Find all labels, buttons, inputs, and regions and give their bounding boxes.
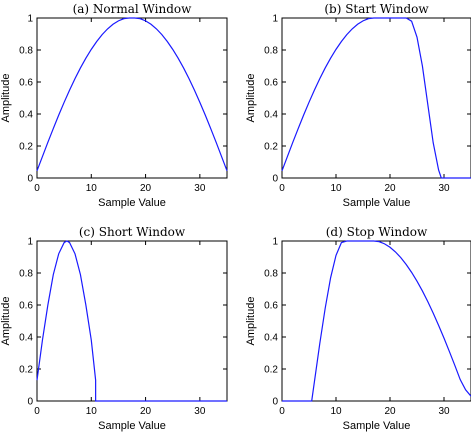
- y-tick-label: 0.6: [19, 78, 33, 89]
- y-axis-label: Amplitude: [245, 74, 257, 123]
- chart-title: (a) Normal Window: [73, 2, 193, 16]
- x-tick-label: 10: [86, 183, 98, 194]
- series-line: [282, 240, 471, 402]
- y-tick-label: 0.4: [19, 333, 33, 344]
- y-tick-label: 1: [27, 14, 33, 25]
- chart-title: (b) Start Window: [324, 2, 429, 16]
- y-tick-label: 0.8: [264, 269, 278, 280]
- y-tick-label: 0: [27, 397, 33, 408]
- x-tick-label: 0: [34, 406, 40, 417]
- x-tick-label: 10: [330, 406, 342, 417]
- y-tick-label: 1: [272, 237, 278, 248]
- y-tick-label: 0.4: [19, 110, 33, 121]
- x-axis-label: Sample Value: [343, 420, 411, 432]
- y-tick-label: 0.6: [264, 78, 278, 89]
- y-tick-label: 0.4: [264, 110, 278, 121]
- y-tick-label: 0.6: [19, 301, 33, 312]
- y-tick-label: 1: [27, 237, 33, 248]
- y-tick-label: 0: [27, 174, 33, 185]
- y-tick-label: 1: [272, 14, 278, 25]
- x-tick-label: 30: [194, 183, 206, 194]
- y-tick-label: 0.2: [19, 365, 33, 376]
- y-tick-label: 0.8: [264, 46, 278, 57]
- y-tick-label: 0.2: [264, 142, 278, 153]
- x-tick-label: 0: [279, 183, 285, 194]
- y-tick-label: 0: [272, 174, 278, 185]
- x-axis-label: Sample Value: [98, 197, 166, 209]
- y-axis-label: Amplitude: [0, 297, 12, 346]
- y-tick-label: 0.8: [19, 269, 33, 280]
- x-tick-label: 0: [34, 183, 40, 194]
- plot-area-frame: [281, 240, 471, 402]
- chart-panel-1: (a) Normal Window 0 10 20 30 0 0.2 0.4 0.6 0.8 1 Sa…: [0, 2, 228, 209]
- chart-title: (c) Short Window: [79, 225, 186, 239]
- chart-panel-3: (c) Short Window 0 10 20 30 0 0.2 0.4 0.6 0.8 1 Sam…: [0, 225, 228, 432]
- x-tick-label: 10: [86, 406, 98, 417]
- y-axis-label: Amplitude: [0, 74, 12, 123]
- x-axis-label: Sample Value: [98, 420, 166, 432]
- x-tick-label: 30: [438, 406, 450, 417]
- chart-panel-2: (b) Start Window 0 10 20 30 0 0.2 0.4 0.6 0.8 1 Sam…: [245, 2, 471, 209]
- x-tick-label: 30: [438, 183, 450, 194]
- y-tick-label: 0.2: [264, 365, 278, 376]
- series-line: [281, 17, 471, 179]
- x-tick-label: 30: [194, 406, 206, 417]
- plot-area-frame: [36, 240, 228, 402]
- x-tick-label: 10: [330, 183, 342, 194]
- x-tick-label: 0: [279, 406, 285, 417]
- y-axis-label: Amplitude: [245, 297, 257, 346]
- y-tick-label: 0.8: [19, 46, 33, 57]
- x-tick-label: 20: [140, 183, 152, 194]
- y-tick-label: 0.2: [19, 142, 33, 153]
- series-line: [36, 17, 228, 172]
- chart-title: (d) Stop Window: [326, 225, 428, 239]
- x-tick-label: 20: [384, 406, 396, 417]
- x-axis-label: Sample Value: [343, 197, 411, 209]
- x-tick-label: 20: [384, 183, 396, 194]
- x-tick-label: 20: [140, 406, 152, 417]
- y-tick-label: 0.4: [264, 333, 278, 344]
- series-line: [36, 240, 227, 402]
- y-tick-label: 0.6: [264, 301, 278, 312]
- y-tick-label: 0: [272, 397, 278, 408]
- chart-panel-4: (d) Stop Window 0 10 20 30 0 0.2 0.4 0.6 0.8 1 Samp…: [245, 225, 471, 432]
